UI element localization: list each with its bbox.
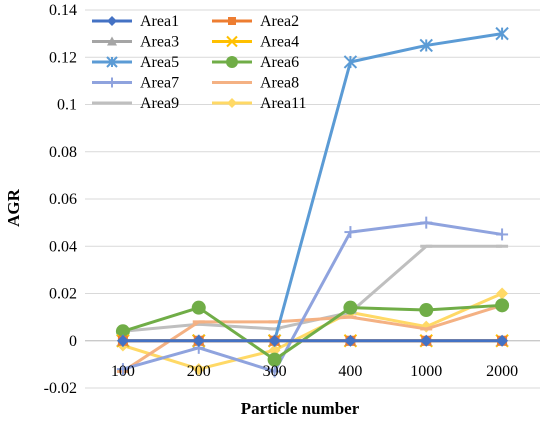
x-tick-label: 1000	[410, 363, 442, 380]
x-axis-title: Particle number	[241, 399, 360, 418]
legend-marker	[107, 77, 117, 88]
data-point	[496, 228, 509, 241]
y-tick-label: 0.12	[49, 49, 77, 66]
data-point	[495, 298, 510, 313]
data-point	[420, 216, 433, 229]
legend-marker	[107, 16, 117, 26]
data-point	[495, 26, 509, 41]
y-tick-label: 0.1	[57, 97, 77, 114]
series-area6	[115, 298, 510, 367]
y-tick-label: 0.02	[49, 286, 77, 303]
data-point	[268, 344, 281, 357]
legend-marker	[226, 35, 238, 48]
series-line	[122, 292, 503, 371]
legend-item: Area7	[92, 75, 179, 92]
x-tick-label: 100	[111, 363, 135, 380]
y-tick-label: 0.08	[49, 144, 77, 161]
data-point	[496, 287, 509, 300]
legend-label: Area9	[140, 95, 179, 112]
series-area7	[116, 216, 509, 378]
legend-marker	[227, 98, 237, 108]
data-point	[344, 226, 357, 239]
legend-item: Area11	[212, 95, 307, 112]
y-tick-label: 0.06	[49, 191, 77, 208]
x-tick-label: 400	[338, 363, 362, 380]
data-point	[268, 365, 281, 378]
data-point	[268, 334, 281, 347]
legend-item: Area3	[92, 34, 179, 51]
y-tick-label: 0	[69, 333, 77, 350]
data-point	[343, 300, 358, 315]
x-tick-label: 300	[263, 363, 287, 380]
legend-marker	[226, 56, 238, 68]
legend-label: Area5	[140, 54, 179, 71]
legend-label: Area2	[260, 13, 299, 30]
legend-item: Area1	[92, 13, 179, 30]
legend-label: Area8	[260, 75, 299, 92]
series-line	[122, 303, 503, 373]
data-point	[419, 303, 434, 318]
y-tick-label: -0.02	[44, 380, 77, 397]
legend-label: Area4	[260, 34, 299, 51]
data-point	[496, 334, 509, 347]
y-axis-ticks: -0.02 0 0.02 0.04 0.06 0.08 0.1 0.12 0.14	[44, 2, 77, 397]
y-tick-label: 0.04	[49, 238, 77, 255]
data-point	[420, 334, 433, 347]
data-point	[267, 352, 282, 367]
legend-label: Area3	[140, 34, 179, 51]
data-point	[116, 334, 129, 347]
legend-item: Area6	[212, 54, 299, 71]
series-area1	[116, 334, 509, 347]
x-axis-ticks: 100 200 300 400 1000 2000	[111, 363, 518, 380]
legend-item: Area5	[92, 54, 179, 71]
data-point	[116, 363, 129, 376]
series-lines	[115, 26, 510, 378]
legend-marker	[107, 36, 117, 46]
y-axis-title: AGR	[4, 188, 23, 227]
legend-marker	[228, 17, 236, 25]
legend-label: Area1	[140, 13, 179, 30]
legend-label: Area11	[260, 95, 307, 112]
y-tick-label: 0.14	[49, 2, 77, 19]
data-point	[192, 334, 205, 347]
legend-marker	[106, 56, 118, 68]
data-point	[115, 324, 130, 339]
series-line	[122, 32, 503, 343]
data-point	[192, 363, 205, 376]
x-tick-label: 2000	[486, 363, 518, 380]
series-line	[122, 303, 503, 362]
data-point	[191, 300, 206, 315]
legend-item: Area2	[212, 13, 299, 30]
legend-label: Area7	[140, 75, 179, 92]
x-tick-label: 200	[187, 363, 211, 380]
legend-item: Area9	[92, 95, 179, 112]
series-line	[122, 221, 503, 373]
data-point	[344, 334, 357, 347]
data-point	[343, 55, 358, 69]
legend-item: Area4	[212, 34, 299, 51]
legend-item: Area8	[212, 75, 299, 92]
marker-stroke	[226, 35, 238, 48]
legend: Area1 Area2 Area3 Area4 Area5 Area6 Area7 Area8…	[92, 13, 307, 112]
legend-label: Area6	[260, 54, 299, 71]
data-point	[419, 38, 433, 53]
